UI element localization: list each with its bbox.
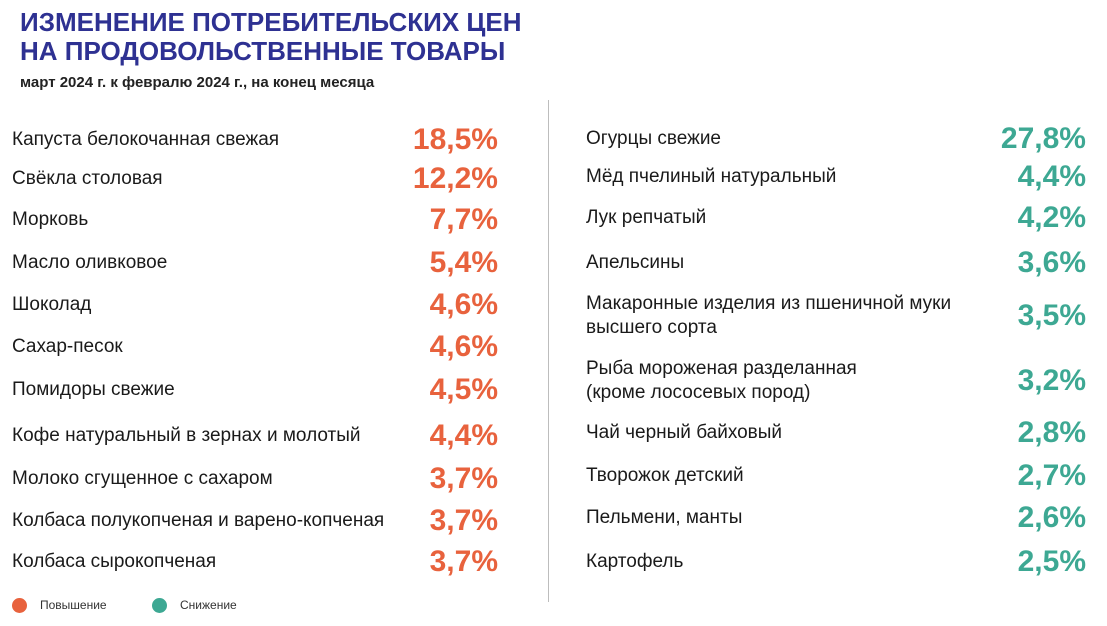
increase-item-value: 18,5% <box>412 123 498 156</box>
decrease-item-value: 2,7% <box>1017 459 1086 492</box>
increase-item-value: 5,4% <box>429 246 498 279</box>
decrease-item-value: 3,5% <box>1017 299 1086 332</box>
increase-item-row: Шоколад 4,6% <box>12 283 498 327</box>
decrease-item-label: Рыба мороженая разделанная (кроме лососе… <box>586 358 857 403</box>
decrease-item-label: Пельмени, манты <box>586 507 743 528</box>
column-divider <box>548 100 549 602</box>
decrease-item-row: Огурцы свежие 27,8% <box>586 117 1086 161</box>
decrease-item-label: Мёд пчелиный натуральный <box>586 166 837 187</box>
increase-item-row: Сахар-песок 4,6% <box>12 325 498 369</box>
increase-item-label: Колбаса полукопченая и варено-копченая <box>12 510 385 531</box>
decrease-item-label: Творожок детский <box>586 465 744 486</box>
increase-item-label: Морковь <box>12 209 89 230</box>
decrease-item-row: Пельмени, манты 2,6% <box>586 496 1086 540</box>
increase-item-value: 4,5% <box>429 373 498 406</box>
increase-item-label: Помидоры свежие <box>12 379 175 400</box>
increase-item-label: Шоколад <box>12 294 92 315</box>
increase-item-row: Кофе натуральный в зернах и молотый 4,4% <box>12 414 498 458</box>
increase-item-row: Колбаса полукопченая и варено-копченая 3,… <box>12 499 498 543</box>
decrease-item-label: Макаронные изделия из пшеничной муки выс… <box>586 293 952 338</box>
legend-increase-dot-icon <box>12 597 27 613</box>
increase-item-row: Молоко сгущенное с сахаром 3,7% <box>12 457 498 501</box>
chart-title: ИЗМЕНЕНИЕ ПОТРЕБИТЕЛЬСКИХ ЦЕН НА ПРОДОВО… <box>20 8 580 66</box>
decrease-item-value: 2,8% <box>1017 416 1086 449</box>
increase-item-value: 3,7% <box>429 545 498 578</box>
decrease-item-value: 3,2% <box>1017 364 1086 397</box>
decrease-item-value: 4,4% <box>1017 160 1086 193</box>
increase-item-value: 7,7% <box>429 203 498 236</box>
increase-item-label: Масло оливковое <box>12 252 168 273</box>
increase-item-label: Сахар-песок <box>12 336 123 357</box>
decrease-item-row: Апельсины 3,6% <box>586 241 1086 285</box>
decrease-item-label: Огурцы свежие <box>586 128 722 149</box>
decrease-item-row: Рыба мороженая разделанная (кроме лососе… <box>586 358 1086 403</box>
legend-increase: Повышение <box>12 596 107 614</box>
decrease-item-value: 4,2% <box>1017 201 1086 234</box>
decrease-item-value: 2,6% <box>1017 501 1086 534</box>
decrease-item-row: Чай черный байховый 2,8% <box>586 411 1086 455</box>
increase-item-label: Капуста белокочанная свежая <box>12 129 280 150</box>
chart-title-line-2: НА ПРОДОВОЛЬСТВЕННЫЕ ТОВАРЫ <box>20 36 506 66</box>
increase-item-label: Молоко сгущенное с сахаром <box>12 468 273 489</box>
legend-decrease-dot-icon <box>152 597 167 613</box>
increase-item-value: 3,7% <box>429 462 498 495</box>
increase-item-row: Масло оливковое 5,4% <box>12 241 498 285</box>
increase-item-row: Капуста белокочанная свежая 18,5% <box>12 118 498 162</box>
increase-item-value: 4,6% <box>429 288 498 321</box>
decrease-item-label: Картофель <box>586 551 684 572</box>
increase-item-value: 3,7% <box>429 504 498 537</box>
decrease-item-value: 3,6% <box>1017 246 1086 279</box>
legend-decrease: Снижение <box>152 596 237 614</box>
increase-item-value: 4,4% <box>429 419 498 452</box>
decrease-item-value: 2,5% <box>1017 545 1086 578</box>
increase-item-value: 4,6% <box>429 330 498 363</box>
legend-increase-label: Повышение <box>40 598 107 612</box>
decrease-item-row: Творожок детский 2,7% <box>586 454 1086 498</box>
chart-title-line-1: ИЗМЕНЕНИЕ ПОТРЕБИТЕЛЬСКИХ ЦЕН <box>20 7 522 37</box>
decrease-item-row: Лук репчатый 4,2% <box>586 196 1086 240</box>
chart-subtitle: март 2024 г. к февралю 2024 г., на конец… <box>20 74 375 91</box>
decrease-item-label: Апельсины <box>586 252 685 273</box>
increase-item-label: Кофе натуральный в зернах и молотый <box>12 425 361 446</box>
increase-item-label: Свёкла столовая <box>12 168 163 189</box>
decrease-item-label: Лук репчатый <box>586 207 707 228</box>
increase-item-row: Колбаса сырокопченая 3,7% <box>12 540 498 584</box>
decrease-item-value: 27,8% <box>1000 122 1086 155</box>
decrease-item-row: Макаронные изделия из пшеничной муки выс… <box>586 293 1086 338</box>
increase-item-row: Свёкла столовая 12,2% <box>12 157 498 201</box>
increase-item-value: 12,2% <box>412 162 498 195</box>
increase-item-row: Морковь 7,7% <box>12 198 498 242</box>
legend-decrease-label: Снижение <box>180 598 237 612</box>
decrease-item-row: Мёд пчелиный натуральный 4,4% <box>586 155 1086 199</box>
increase-item-label: Колбаса сырокопченая <box>12 551 217 572</box>
decrease-item-row: Картофель 2,5% <box>586 540 1086 584</box>
increase-item-row: Помидоры свежие 4,5% <box>12 368 498 412</box>
decrease-item-label: Чай черный байховый <box>586 422 783 443</box>
